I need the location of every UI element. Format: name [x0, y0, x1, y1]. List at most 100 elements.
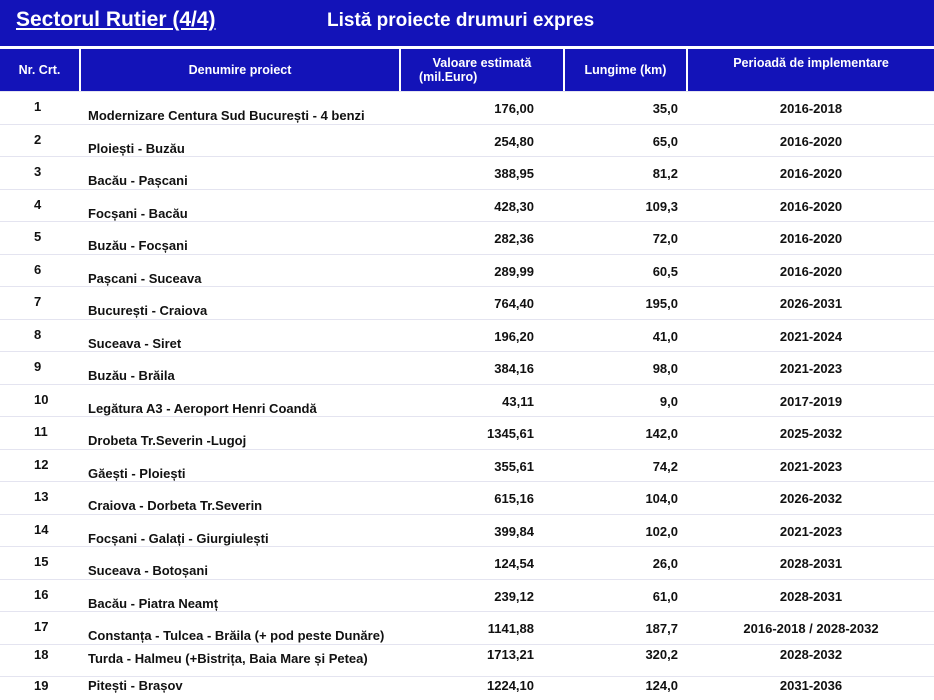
row-period: 2016-2020: [779, 134, 843, 149]
table-row: 1 Modernizare Centura Sud București - 4 b…: [0, 91, 934, 124]
row-value: 384,16: [494, 361, 534, 376]
row-period: 2031-2036: [779, 678, 843, 693]
list-title: Listă proiecte drumuri expres: [327, 10, 595, 31]
row-value: 1224,10: [487, 678, 534, 693]
row-length: 35,0: [652, 101, 678, 116]
row-nr: 3: [34, 164, 42, 179]
row-name: Suceava - Siret: [88, 336, 182, 351]
row-period: 2021-2023: [779, 524, 843, 539]
table-row: 16 Bacău - Piatra Neamț 239,12 61,0 2028-203…: [0, 579, 934, 611]
header-length: Lungime (km): [565, 49, 686, 91]
row-value: 1713,21: [487, 647, 534, 662]
row-nr: 9: [34, 359, 42, 374]
row-nr: 10: [34, 392, 49, 407]
row-period: 2016-2018: [779, 101, 843, 116]
row-name: Suceava - Botoșani: [88, 563, 208, 578]
row-name: Ploiești - Buzău: [88, 141, 185, 156]
table-row: 17 Constanța - Tulcea - Brăila (+ pod pes…: [0, 611, 934, 644]
row-name: Craiova - Dorbeta Tr.Severin: [88, 498, 263, 513]
row-value: 615,16: [494, 491, 534, 506]
row-period: 2021-2023: [779, 459, 843, 474]
row-value: 388,95: [494, 166, 534, 181]
row-period: 2021-2023: [779, 361, 843, 376]
row-length: 65,0: [652, 134, 678, 149]
row-nr: 16: [34, 587, 49, 602]
row-name: Găești - Ploiești: [88, 466, 186, 481]
table-row: 14 Focșani - Galați - Giurgiulești 399,84 1…: [0, 514, 934, 546]
row-length: 124,0: [645, 678, 678, 693]
row-name: Constanța - Tulcea - Brăila (+ pod peste…: [88, 628, 385, 643]
row-length: 9,0: [659, 394, 678, 409]
row-name: Focșani - Bacău: [88, 206, 188, 221]
row-value: 43,11: [502, 394, 534, 409]
table-row: 5 Buzău - Focșani 282,36 72,0 2016-2020: [0, 221, 934, 254]
row-period: 2028-2031: [779, 556, 843, 571]
row-period: 2025-2032: [779, 426, 843, 441]
row-length: 104,0: [645, 491, 678, 506]
row-length: 41,0: [652, 329, 678, 344]
row-nr: 18: [34, 647, 49, 662]
row-nr: 17: [34, 619, 49, 634]
row-length: 195,0: [645, 296, 678, 311]
row-length: 187,7: [645, 621, 678, 636]
row-length: 61,0: [652, 589, 678, 604]
header-name: Denumire proiect: [81, 49, 399, 91]
table-row: 13 Craiova - Dorbeta Tr.Severin 615,16 104,…: [0, 481, 934, 514]
table-row: 4 Focșani - Bacău 428,30 109,3 2016-2020: [0, 189, 934, 221]
table-row: 19 Pitești - Brașov 1224,10 124,0 2031-2036: [0, 676, 934, 697]
header-value: Valoare estimată (mil.Euro): [401, 49, 563, 91]
row-length: 60,5: [652, 264, 678, 279]
row-nr: 6: [34, 262, 42, 277]
row-value: 764,40: [494, 296, 534, 311]
row-period: 2016-2020: [779, 166, 843, 181]
row-value: 239,12: [494, 589, 534, 604]
row-period: 2026-2032: [779, 491, 843, 506]
row-name: Bacău - Pașcani: [88, 173, 188, 188]
table-row: 9 Buzău - Brăila 384,16 98,0 2021-2023: [0, 351, 934, 384]
row-nr: 11: [34, 424, 48, 439]
row-value: 196,20: [494, 329, 534, 344]
title-bar: Sectorul Rutier (4/4) Listă proiecte dru…: [0, 0, 934, 46]
table-row: 8 Suceava - Siret 196,20 41,0 2021-2024: [0, 319, 934, 351]
row-nr: 2: [34, 132, 42, 147]
row-nr: 14: [34, 522, 49, 537]
table-row: 2 Ploiești - Buzău 254,80 65,0 2016-2020: [0, 124, 934, 156]
row-name: Legătura A3 - Aeroport Henri Coandă: [88, 401, 317, 416]
row-length: 109,3: [645, 199, 678, 214]
table-header: Nr. Crt. Denumire proiect Valoare estima…: [0, 49, 934, 91]
table-row: 6 Pașcani - Suceava 289,99 60,5 2016-2020: [0, 254, 934, 286]
row-value: 124,54: [494, 556, 534, 571]
row-value: 176,00: [494, 101, 534, 116]
row-name: Focșani - Galați - Giurgiulești: [88, 531, 269, 546]
row-length: 81,2: [652, 166, 678, 181]
row-length: 98,0: [652, 361, 678, 376]
row-length: 320,2: [645, 647, 678, 662]
row-name: Bacău - Piatra Neamț: [88, 596, 219, 611]
row-value: 289,99: [494, 264, 534, 279]
section-title: Sectorul Rutier (4/4): [16, 8, 216, 31]
row-length: 26,0: [652, 556, 678, 571]
row-period: 2016-2018 / 2028-2032: [743, 621, 879, 636]
row-name: București - Craiova: [88, 303, 208, 318]
row-value: 355,61: [494, 459, 534, 474]
row-name: Drobeta Tr.Severin -Lugoj: [88, 433, 247, 448]
header-value-line2: (mil.Euro): [419, 70, 478, 84]
row-nr: 13: [34, 489, 49, 504]
header-value-line1: Valoare estimată: [432, 56, 532, 70]
row-period: 2016-2020: [779, 199, 843, 214]
table-row: 3 Bacău - Pașcani 388,95 81,2 2016-2020: [0, 156, 934, 189]
header-nr: Nr. Crt.: [0, 49, 79, 91]
row-value: 254,80: [494, 134, 534, 149]
table-row: 12 Găești - Ploiești 355,61 74,2 2021-2023: [0, 449, 934, 481]
row-value: 1345,61: [487, 426, 534, 441]
row-period: 2028-2032: [779, 647, 843, 662]
table-row: 10 Legătura A3 - Aeroport Henri Coandă 43,…: [0, 384, 934, 416]
table-row: 7 București - Craiova 764,40 195,0 2026-2031: [0, 286, 934, 319]
row-period: 2016-2020: [779, 231, 843, 246]
row-name: Buzău - Brăila: [88, 368, 175, 383]
row-nr: 15: [34, 554, 49, 569]
row-length: 72,0: [652, 231, 678, 246]
row-nr: 12: [34, 457, 49, 472]
row-value: 1141,88: [487, 621, 534, 636]
row-value: 428,30: [494, 199, 534, 214]
